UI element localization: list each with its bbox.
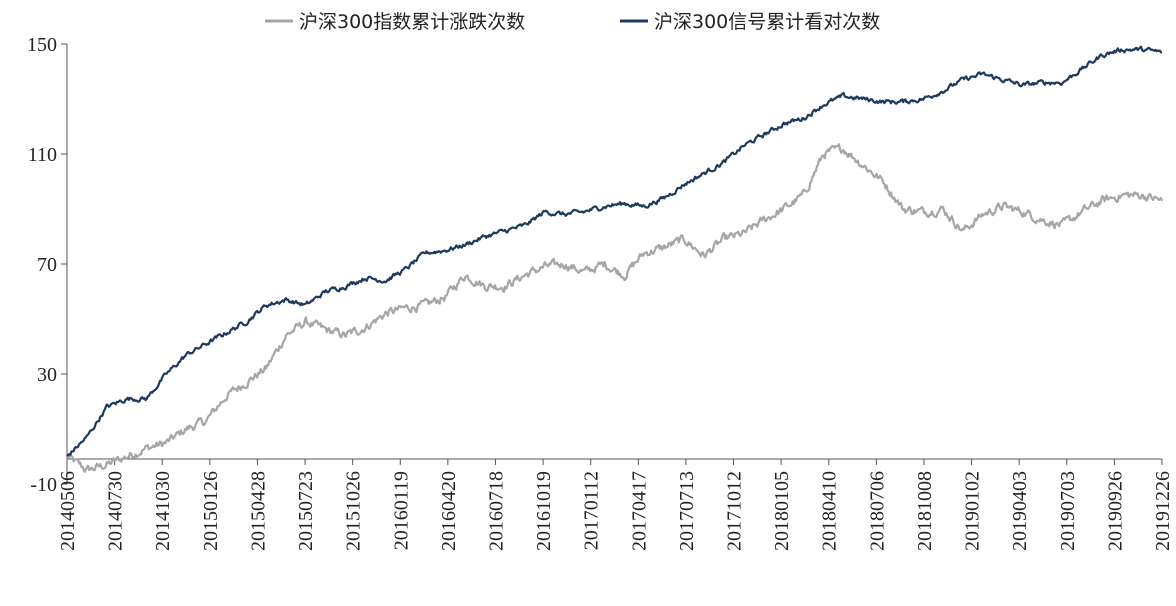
x-tick-label: 20160718 <box>485 471 507 551</box>
x-tick-label: 20170112 <box>581 471 603 550</box>
x-tick-label: 20170417 <box>628 471 650 551</box>
legend: 沪深300指数累计涨跌次数 沪深300信号累计看对次数 <box>265 11 880 33</box>
x-tick-label: 20181008 <box>914 471 936 551</box>
x-tick-label: 20180410 <box>819 471 841 551</box>
y-tick-label: -10 <box>30 474 57 496</box>
x-tick-label: 20160119 <box>390 471 412 550</box>
y-tick-label: 150 <box>27 34 57 56</box>
x-tick-label: 20150428 <box>247 471 269 551</box>
x-tick-label: 20180105 <box>771 471 793 551</box>
y-tick-label: 110 <box>28 144 57 166</box>
x-tick-label: 20160420 <box>438 471 460 551</box>
x-tick-label: 20150723 <box>295 471 317 551</box>
y-tick-label: 30 <box>37 364 57 386</box>
series-layer <box>65 45 1164 473</box>
series-line-1 <box>66 45 1163 457</box>
x-tick-label: 20140506 <box>57 471 79 551</box>
x-tick-label: 20190403 <box>1009 471 1031 551</box>
x-tick-label: 20190926 <box>1104 471 1126 551</box>
y-tick-label: 70 <box>37 254 57 276</box>
x-tick-label: 20190703 <box>1057 471 1079 551</box>
legend-label-index: 沪深300指数累计涨跌次数 <box>299 11 525 33</box>
legend-label-signal: 沪深300信号累计看对次数 <box>654 11 880 33</box>
series-line-0 <box>65 143 1164 473</box>
x-tick-label: 20150126 <box>200 471 222 551</box>
x-tick-label: 20190102 <box>962 471 984 551</box>
x-tick-label: 20140730 <box>105 471 127 551</box>
x-tick-label: 20161019 <box>533 471 555 551</box>
x-tick-label: 20180706 <box>866 471 888 551</box>
x-tick-label: 20170713 <box>676 471 698 551</box>
axes: -10 30 70 110 150 20140506 20140730 20141030 201… <box>27 34 1174 551</box>
x-tick-label: 20151026 <box>343 471 365 551</box>
x-tick-label: 20141030 <box>152 471 174 551</box>
x-tick-label: 20171012 <box>724 471 746 551</box>
x-tick-label: 20191226 <box>1152 471 1174 551</box>
